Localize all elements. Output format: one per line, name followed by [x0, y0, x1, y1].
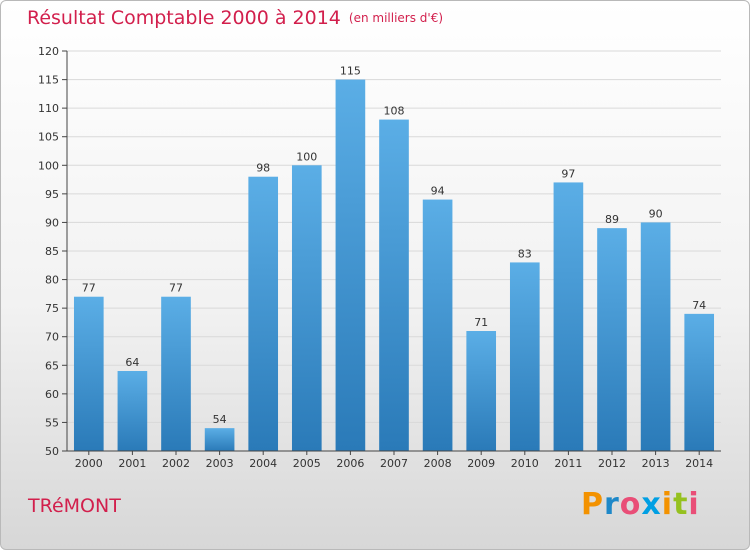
bar-2012 [597, 228, 627, 451]
logo-letter: o [619, 487, 642, 522]
data-label-2008: 94 [431, 185, 445, 198]
bars [73, 79, 715, 452]
x-tick-label-2012: 2012 [598, 457, 626, 470]
y-tick-label: 50 [45, 445, 59, 458]
x-tick-label-2002: 2002 [162, 457, 190, 470]
y-tick-label: 75 [45, 302, 59, 315]
data-label-2005: 100 [296, 150, 317, 163]
logo-letter: i [661, 487, 674, 522]
proxiti-logo: Proxiti [581, 487, 700, 522]
x-tick-label-2011: 2011 [554, 457, 582, 470]
y-tick-label: 60 [45, 388, 59, 401]
commune-name: TRéMONT [28, 495, 121, 517]
data-label-2003: 54 [213, 413, 227, 426]
logo-letter: i [688, 487, 700, 522]
x-tick-label-2001: 2001 [118, 457, 146, 470]
data-label-2000: 77 [82, 282, 96, 295]
bar-2011 [553, 182, 584, 451]
x-tick-label-2003: 2003 [206, 457, 234, 470]
x-tick-label-2005: 2005 [293, 457, 321, 470]
bar-2014 [684, 313, 715, 451]
y-tick-label: 100 [38, 159, 59, 172]
bar-2002 [161, 296, 191, 451]
x-tick-label-2006: 2006 [336, 457, 364, 470]
y-tick-label: 65 [45, 359, 59, 372]
data-label-2001: 64 [125, 356, 139, 369]
bar-2013 [640, 222, 671, 451]
bar-2000 [73, 296, 104, 451]
data-label-2002: 77 [169, 282, 183, 295]
y-tick-label: 70 [45, 331, 59, 344]
data-label-2014: 74 [692, 299, 706, 312]
bar-2004 [248, 176, 279, 451]
data-label-2009: 71 [474, 316, 488, 329]
bar-2009 [466, 331, 497, 451]
data-label-2011: 97 [561, 167, 575, 180]
title-text: Résultat Comptable 2000 à 2014 [27, 7, 341, 29]
x-tick-label-2013: 2013 [642, 457, 670, 470]
x-tick-label-2007: 2007 [380, 457, 408, 470]
title-unit: (en milliers d'€) [348, 11, 444, 25]
bar-2001 [117, 371, 148, 451]
logo-letter: r [604, 487, 620, 522]
y-tick-label: 80 [45, 274, 59, 287]
y-tick-label: 85 [45, 245, 59, 258]
bar-2005 [291, 165, 322, 452]
logo-letter: P [581, 487, 604, 522]
logo-letter: x [641, 487, 662, 522]
data-label-2013: 90 [649, 207, 663, 220]
bar-2010 [509, 262, 540, 451]
data-label-2007: 108 [384, 105, 405, 118]
y-tick-label: 90 [45, 216, 59, 229]
bar-2006 [335, 79, 366, 452]
chart-title: Résultat Comptable 2000 à 2014 (en millie… [27, 7, 443, 29]
y-tick-label: 110 [38, 102, 59, 115]
x-tick-label-2008: 2008 [424, 457, 452, 470]
data-label-2010: 83 [518, 247, 532, 260]
bar-2003 [204, 428, 235, 451]
x-tick-label-2004: 2004 [249, 457, 277, 470]
labels: 50 55 60 65 70 75 80 85 90 95 100 105 110 115 120 77 200… [38, 45, 713, 470]
x-tick-label-2009: 2009 [467, 457, 495, 470]
y-tick-label: 55 [45, 416, 59, 429]
bar-2008 [422, 199, 453, 451]
bar-2007 [379, 119, 409, 452]
y-tick-label: 105 [38, 131, 59, 144]
data-label-2012: 89 [605, 213, 619, 226]
data-label-2004: 98 [256, 162, 270, 175]
y-tick-label: 95 [45, 188, 59, 201]
axes [62, 50, 721, 455]
logo-letter: t [673, 487, 689, 522]
x-tick-label-2014: 2014 [685, 457, 713, 470]
y-tick-label: 115 [38, 74, 59, 87]
data-label-2006: 115 [340, 65, 361, 78]
y-tick-label: 120 [38, 45, 59, 58]
x-tick-label-2000: 2000 [75, 457, 103, 470]
x-tick-label-2010: 2010 [511, 457, 539, 470]
